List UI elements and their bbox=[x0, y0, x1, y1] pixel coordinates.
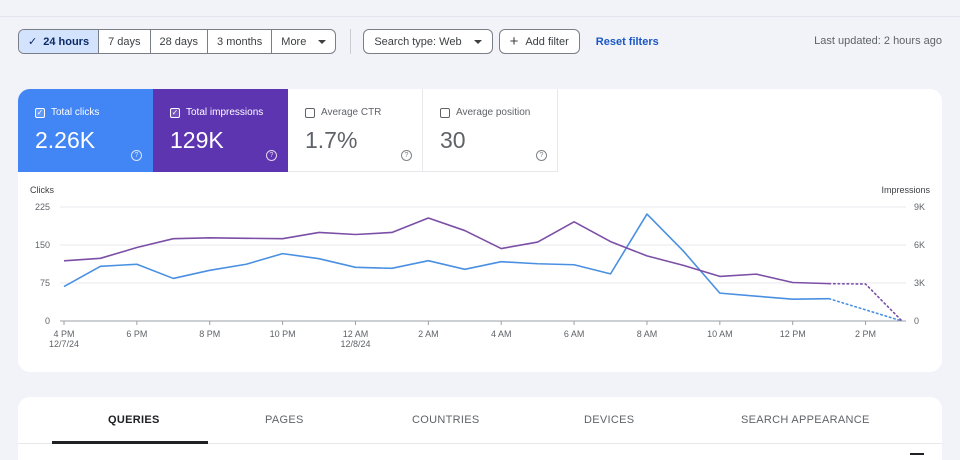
total-clicks-tile[interactable]: ✓ Total clicks 2.26K ? bbox=[18, 89, 153, 172]
average-ctr-label-row: Average CTR bbox=[305, 107, 381, 118]
range-3-months-button[interactable]: 3 months bbox=[208, 30, 273, 53]
checkbox-unchecked-icon[interactable] bbox=[440, 107, 450, 118]
caret-down-icon bbox=[318, 39, 327, 44]
x-tick-sublabel: 12/7/24 bbox=[49, 339, 79, 349]
checkbox-checked-icon[interactable]: ✓ bbox=[35, 107, 45, 118]
tab-countries[interactable]: COUNTRIES bbox=[412, 414, 480, 426]
y-left-tick-label: 75 bbox=[40, 278, 50, 288]
help-icon[interactable]: ? bbox=[266, 150, 277, 161]
search-type-label: Search type: Web bbox=[374, 35, 462, 48]
average-ctr-value: 1.7% bbox=[305, 127, 358, 153]
x-tick-label: 10 PM bbox=[270, 329, 296, 339]
active-tab-indicator bbox=[52, 441, 208, 444]
range-28-days-button[interactable]: 28 days bbox=[151, 30, 209, 53]
tab-search-appearance[interactable]: SEARCH APPEARANCE bbox=[741, 414, 870, 426]
average-position-value: 30 bbox=[440, 127, 466, 153]
report-tabs: QUERIES PAGES COUNTRIES DEVICES SEARCH A… bbox=[18, 397, 942, 444]
x-tick-label: 4 PM bbox=[53, 329, 74, 339]
menu-icon[interactable] bbox=[910, 453, 924, 460]
x-tick-label: 8 PM bbox=[199, 329, 220, 339]
x-tick-sublabel: 12/8/24 bbox=[340, 339, 370, 349]
x-tick-label: 2 PM bbox=[855, 329, 876, 339]
caret-down-icon bbox=[473, 39, 482, 44]
average-position-tile[interactable]: Average position 30 ? bbox=[423, 89, 558, 172]
add-filter-label: Add filter bbox=[525, 35, 569, 48]
help-icon[interactable]: ? bbox=[536, 150, 547, 161]
y-right-tick-label: 3K bbox=[914, 278, 925, 288]
y-right-tick-label: 9K bbox=[914, 202, 925, 212]
checkmark-icon: ✓ bbox=[28, 36, 38, 48]
x-tick-label: 12 PM bbox=[780, 329, 806, 339]
left-axis-title: Clicks bbox=[30, 185, 54, 195]
range-7-days-button[interactable]: 7 days bbox=[99, 30, 151, 53]
total-clicks-value: 2.26K bbox=[35, 127, 96, 153]
report-tabs-card: QUERIES PAGES COUNTRIES DEVICES SEARCH A… bbox=[18, 397, 942, 460]
checkbox-unchecked-icon[interactable] bbox=[305, 107, 315, 118]
tab-pages[interactable]: PAGES bbox=[265, 414, 304, 426]
metric-tiles: ✓ Total clicks 2.26K ? ✓ Total impressio… bbox=[18, 89, 558, 172]
average-ctr-tile[interactable]: Average CTR 1.7% ? bbox=[288, 89, 423, 172]
total-clicks-label-row: ✓ Total clicks bbox=[35, 107, 99, 118]
x-tick-label: 6 AM bbox=[564, 329, 585, 339]
y-right-tick-label: 6K bbox=[914, 240, 925, 250]
x-tick-label: 6 PM bbox=[126, 329, 147, 339]
range-label: 24 hours bbox=[43, 35, 90, 48]
tab-queries[interactable]: QUERIES bbox=[108, 414, 160, 426]
x-tick-label: 12 AM bbox=[343, 329, 369, 339]
x-tick-label: 4 AM bbox=[491, 329, 512, 339]
filter-toolbar: ✓ 24 hours 7 days 28 days 3 months More … bbox=[18, 29, 659, 54]
checkbox-checked-icon[interactable]: ✓ bbox=[170, 107, 180, 118]
average-ctr-label: Average CTR bbox=[321, 107, 382, 118]
date-range-selector: ✓ 24 hours 7 days 28 days 3 months More bbox=[18, 29, 337, 54]
average-position-label: Average position bbox=[456, 107, 531, 118]
total-impressions-label-row: ✓ Total impressions bbox=[170, 107, 263, 118]
top-divider bbox=[0, 16, 960, 17]
help-icon[interactable]: ? bbox=[401, 150, 412, 161]
total-impressions-tile[interactable]: ✓ Total impressions 129K ? bbox=[153, 89, 288, 172]
impressions-projection-line bbox=[828, 282, 903, 322]
add-filter-button[interactable]: + Add filter bbox=[498, 29, 580, 54]
y-left-tick-label: 0 bbox=[45, 316, 50, 326]
y-left-tick-label: 150 bbox=[35, 240, 50, 250]
search-type-dropdown[interactable]: Search type: Web bbox=[363, 29, 493, 54]
total-impressions-label: Total impressions bbox=[186, 107, 264, 118]
impressions-series-line bbox=[63, 217, 830, 285]
range-24-hours-button[interactable]: ✓ 24 hours bbox=[19, 30, 100, 53]
right-axis-title: Impressions bbox=[881, 185, 930, 195]
total-clicks-label: Total clicks bbox=[51, 107, 100, 118]
clicks-projection-line bbox=[828, 297, 903, 322]
help-icon[interactable]: ? bbox=[131, 150, 142, 161]
toolbar-separator bbox=[350, 29, 352, 54]
plus-icon: + bbox=[509, 33, 519, 50]
average-position-label-row: Average position bbox=[440, 107, 530, 118]
range-more-dropdown[interactable]: More bbox=[272, 30, 335, 53]
y-right-tick-label: 0 bbox=[914, 316, 919, 326]
clicks-series-line bbox=[63, 213, 830, 301]
x-tick-label: 8 AM bbox=[637, 329, 658, 339]
total-impressions-value: 129K bbox=[170, 127, 224, 153]
y-left-tick-label: 225 bbox=[35, 202, 50, 212]
last-updated-text: Last updated: 2 hours ago bbox=[814, 35, 942, 47]
reset-filters-link[interactable]: Reset filters bbox=[595, 35, 659, 48]
x-tick-label: 10 AM bbox=[707, 329, 733, 339]
x-tick-label: 2 AM bbox=[418, 329, 439, 339]
tab-devices[interactable]: DEVICES bbox=[584, 414, 635, 426]
more-label: More bbox=[281, 35, 307, 48]
performance-card: ✓ Total clicks 2.26K ? ✓ Total impressio… bbox=[18, 89, 942, 372]
